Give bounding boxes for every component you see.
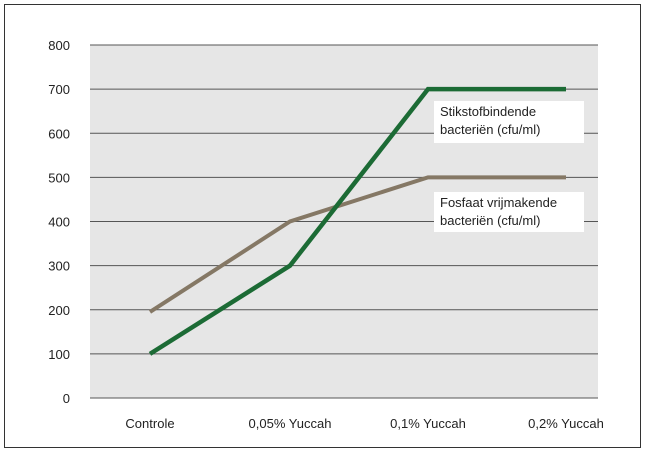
series-lines bbox=[148, 86, 566, 356]
x-tick-label: 0,1% Yuccah bbox=[390, 416, 466, 431]
series-label-text: bacteriën (cfu/ml) bbox=[440, 213, 540, 228]
y-tick-label: 300 bbox=[48, 259, 70, 274]
series-line-0 bbox=[148, 175, 566, 314]
y-tick-label: 800 bbox=[48, 38, 70, 53]
series-label-text: Stikstofbindende bbox=[440, 104, 536, 119]
y-tick-label: 500 bbox=[48, 170, 70, 185]
series-label-0: Fosfaat vrijmakende bacteriën (cfu/ml) bbox=[434, 192, 584, 232]
series-label-text: bacteriën (cfu/ml) bbox=[440, 122, 540, 137]
series-label-box bbox=[434, 101, 584, 143]
y-tick-label: 100 bbox=[48, 347, 70, 362]
x-tick-label: Controle bbox=[125, 416, 174, 431]
series-line-1 bbox=[148, 86, 566, 356]
x-axis-ticks: Controle 0,05% Yuccah 0,1% Yuccah 0,2% Yucc… bbox=[125, 416, 603, 431]
series-label-1: Stikstofbindende bacteriën (cfu/ml) bbox=[434, 101, 584, 143]
x-tick-label: 0,2% Yuccah bbox=[528, 416, 604, 431]
y-tick-label: 200 bbox=[48, 303, 70, 318]
y-tick-label: 600 bbox=[48, 126, 70, 141]
y-tick-label: 0 bbox=[63, 391, 70, 406]
series-label-box bbox=[434, 192, 584, 232]
y-tick-label: 700 bbox=[48, 82, 70, 97]
x-tick-label: 0,05% Yuccah bbox=[249, 416, 332, 431]
series-label-text: Fosfaat vrijmakende bbox=[440, 195, 557, 210]
y-tick-label: 400 bbox=[48, 215, 70, 230]
y-axis-ticks: 0 100 200 300 400 500 600 700 800 bbox=[48, 38, 70, 406]
